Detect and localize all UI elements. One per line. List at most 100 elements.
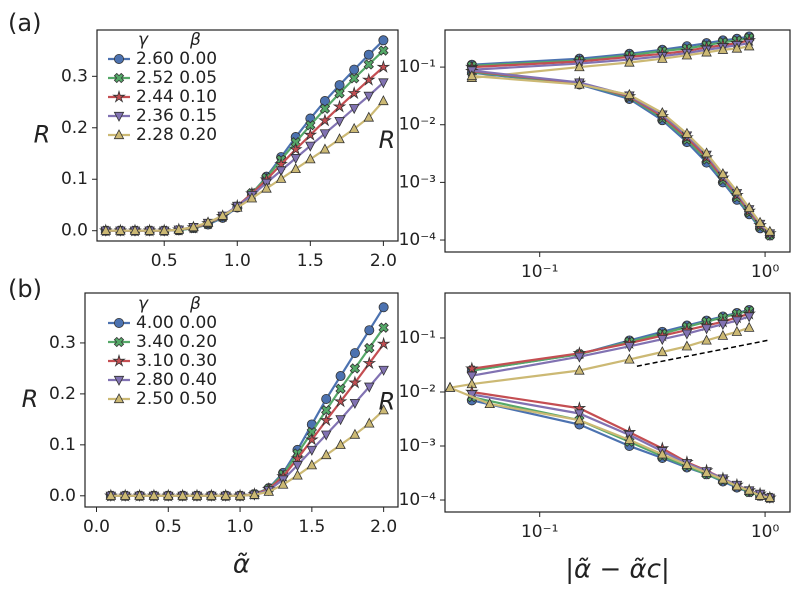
series-line	[471, 74, 771, 233]
marker	[624, 433, 635, 444]
marker	[206, 489, 217, 500]
marker	[364, 382, 375, 393]
legend-label: 2.44 0.10	[136, 87, 217, 107]
marker	[717, 473, 729, 484]
marker	[163, 489, 174, 500]
marker	[717, 43, 729, 54]
marker	[731, 325, 743, 336]
legend-marker	[113, 336, 125, 348]
marker	[574, 414, 585, 425]
legend-marker	[113, 375, 125, 386]
x-tick-label: 0.5	[151, 251, 178, 271]
marker	[319, 129, 331, 140]
marker	[743, 312, 755, 323]
legend-label: 3.40 0.20	[136, 332, 217, 352]
y-axis-label: R	[379, 126, 396, 154]
marker	[681, 458, 693, 469]
marker	[290, 154, 301, 165]
marker	[105, 489, 117, 500]
x-tick-label: 10⁻¹	[521, 262, 558, 282]
marker	[319, 413, 334, 427]
marker	[348, 375, 362, 389]
marker	[701, 334, 712, 345]
marker	[348, 122, 360, 133]
marker	[363, 111, 375, 122]
x-tick-label: 1.0	[224, 251, 251, 271]
marker	[306, 426, 318, 438]
legend-marker	[113, 393, 125, 404]
y-tick-label: 0.2	[61, 118, 88, 138]
y-axis-label: R	[34, 121, 51, 149]
y-axis-label: R	[22, 385, 39, 413]
marker	[624, 342, 635, 353]
marker	[115, 224, 126, 235]
legend-header: β	[189, 294, 201, 314]
marker	[378, 365, 389, 376]
marker	[764, 225, 776, 236]
legend-label: 2.28 0.20	[136, 125, 217, 145]
marker	[484, 398, 495, 409]
y-tick-label: 0.2	[49, 384, 76, 404]
marker	[376, 336, 391, 350]
marker	[701, 46, 712, 57]
y-tick-label: 0.0	[61, 221, 88, 241]
legend-label: 2.50 0.50	[136, 389, 217, 409]
marker	[290, 163, 301, 174]
legend-label: 2.36 0.15	[136, 106, 217, 126]
marker	[320, 430, 332, 441]
marker	[148, 489, 160, 500]
marker	[321, 393, 332, 404]
marker	[334, 133, 345, 144]
marker	[191, 489, 203, 500]
marker	[657, 52, 668, 63]
marker	[466, 371, 478, 382]
marker	[743, 40, 755, 51]
marker	[173, 223, 185, 234]
x-tick-label: 10⁰	[751, 262, 780, 282]
y-tick-label: 0.1	[49, 435, 76, 455]
marker	[681, 340, 693, 351]
y-tick-label: 10⁻⁴	[399, 230, 437, 250]
legend-marker	[113, 72, 125, 84]
marker	[321, 405, 332, 416]
marker	[202, 216, 214, 227]
marker	[701, 147, 712, 158]
x-axis-label: |α̃ − α̃c|	[565, 555, 669, 585]
x-tick-label: 2.0	[370, 517, 397, 537]
plot-frame	[444, 292, 791, 513]
marker	[320, 449, 332, 460]
marker	[363, 49, 374, 60]
marker	[465, 361, 479, 375]
series-line	[449, 326, 750, 389]
marker	[701, 324, 712, 335]
legend-header: β	[189, 30, 201, 50]
y-tick-label: 10⁻³	[399, 436, 436, 456]
marker	[731, 316, 743, 327]
marker	[234, 489, 246, 500]
legend-marker	[114, 317, 125, 328]
plot-frame	[444, 29, 791, 253]
marker	[574, 364, 585, 375]
marker	[681, 329, 693, 340]
marker	[348, 73, 360, 84]
marker	[290, 137, 301, 148]
marker	[731, 185, 743, 196]
y-tick-label: 10⁻¹	[399, 328, 436, 348]
y-tick-label: 0.3	[49, 333, 76, 353]
marker	[364, 342, 375, 354]
marker	[129, 224, 141, 235]
series-line	[110, 409, 385, 497]
y-tick-label: 10⁻²	[399, 115, 436, 135]
marker	[364, 325, 375, 336]
legend-marker	[113, 129, 125, 140]
y-tick-label: 0.3	[61, 66, 88, 86]
marker	[378, 302, 389, 313]
marker	[717, 168, 729, 179]
marker	[731, 480, 743, 491]
marker	[100, 224, 112, 235]
marker	[574, 61, 585, 72]
marker	[378, 95, 389, 106]
legend-header: γ	[138, 30, 149, 50]
marker	[364, 417, 375, 428]
